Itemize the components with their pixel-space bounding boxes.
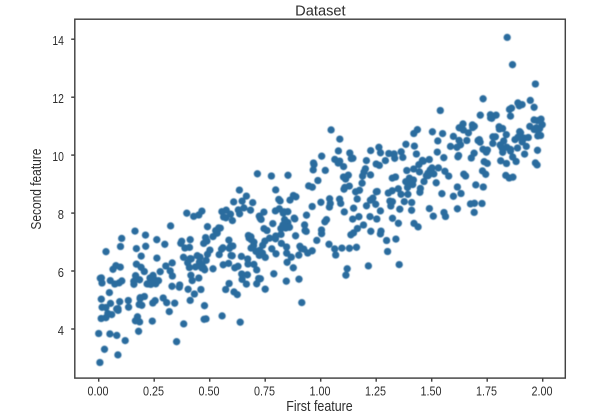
svg-text:0.50: 0.50 [199, 383, 220, 398]
svg-text:4: 4 [58, 323, 64, 338]
svg-text:2.00: 2.00 [532, 383, 553, 398]
svg-text:10: 10 [52, 149, 64, 164]
svg-text:8: 8 [58, 207, 64, 222]
svg-text:Dataset: Dataset [295, 3, 345, 19]
svg-text:1.50: 1.50 [421, 383, 442, 398]
svg-text:12: 12 [52, 91, 64, 106]
svg-text:Second feature: Second feature [29, 149, 45, 230]
svg-text:0.75: 0.75 [254, 383, 275, 398]
svg-text:1.75: 1.75 [476, 383, 497, 398]
svg-text:0.25: 0.25 [143, 383, 164, 398]
svg-text:14: 14 [52, 33, 64, 48]
svg-text:1.25: 1.25 [365, 383, 386, 398]
svg-text:1.00: 1.00 [310, 383, 331, 398]
svg-text:First feature: First feature [286, 399, 352, 413]
svg-text:6: 6 [58, 265, 64, 280]
svg-text:0.00: 0.00 [88, 383, 109, 398]
